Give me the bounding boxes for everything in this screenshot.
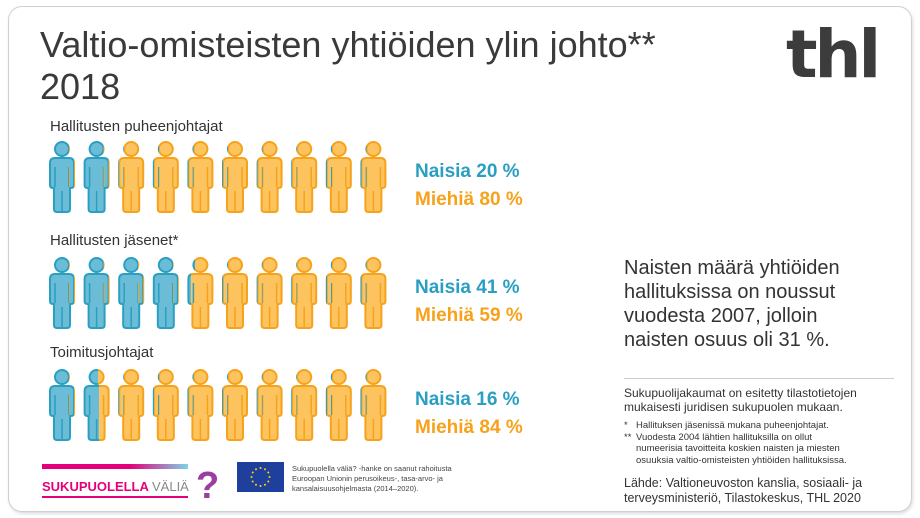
man-figure-icon [256,141,283,213]
question-mark-icon: ? [196,465,219,504]
eu-text-line: Sukupuolella väliä? -hanke on saanut rah… [292,464,452,473]
women-percent: Naisia 20 % [415,161,520,182]
man-figure-icon [222,141,248,213]
key-finding: Naisten määrä yhtiöiden hallituksissa on… [624,256,840,352]
eu-star-icon [250,476,253,478]
men-percent: Miehiä 59 % [415,305,523,326]
eu-star-icon [251,471,254,474]
woman-figure-icon [49,141,75,213]
source-line: Lähde: Valtioneuvoston kanslia, sosiaali… [624,476,863,490]
sukupuolella-valia-logo: SUKUPUOLELLA VÄLIÄ ? [42,464,219,504]
footnote-mark: * [624,420,628,431]
eu-star-icon [255,468,257,471]
note-line: vuodesta 2007, jolloin [624,305,818,327]
footnote-mark: ** [624,431,632,443]
eu-flag-icon [237,462,284,492]
man-figure-icon [291,141,318,213]
note-line: mukaisesti juridisen sukupuolen mukaan. [624,400,843,414]
thl-logo: thl [786,16,881,93]
figure-row [49,141,387,213]
man-figure-icon [256,257,283,329]
man-figure-icon [360,141,387,213]
man-figure-icon [360,369,387,441]
footnote-text: Hallituksen jäsenissä mukana puheenjohta… [636,420,829,431]
mixed-figure-icon [83,369,110,441]
footnote-text: osuuksia valtio-omisteisten yhtiöiden ha… [636,454,847,466]
woman-figure-icon [49,369,75,441]
man-figure-icon [256,369,283,441]
eu-star-icon [255,483,257,486]
man-figure-icon [291,369,318,441]
title-line-2: 2018 [40,66,121,107]
man-figure-icon [118,141,145,213]
man-figure-icon [118,369,145,441]
footnotes: * Hallituksen jäsenissä mukana puheenjoht… [624,420,847,466]
woman-figure-icon [83,257,110,329]
figure-row [49,369,387,441]
divider [624,378,894,379]
men-percent: Miehiä 84 % [415,417,523,438]
women-percent: Naisia 16 % [415,389,520,410]
man-figure-icon [325,141,352,213]
eu-star-icon [264,468,266,471]
page-title: Valtio-omisteisten yhtiöiden ylin johto*… [40,24,770,108]
man-figure-icon [187,369,214,441]
methodology-note: Sukupuolijakaumat on esitetty tilastotie… [624,386,857,414]
note-line: Naisten määrä yhtiöiden [624,257,840,279]
eu-text-line: kansalaisuusohjelmasta (2014–2020). [292,484,419,493]
man-figure-icon [187,141,214,213]
logo-light-text: VÄLIÄ [152,479,189,494]
footnote-text: numeerisia tavoitteita koskien naisten j… [636,443,840,454]
group-label: Toimitusjohtajat [50,344,154,361]
note-line: hallituksissa on noussut [624,281,836,303]
note-line: naisten osuus oli 31 %. [624,329,830,351]
man-figure-icon [325,369,352,441]
source: Lähde: Valtioneuvoston kanslia, sosiaali… [624,476,862,506]
eu-star-icon [267,480,270,483]
man-figure-icon [152,141,179,213]
eu-star-icon [259,467,262,469]
woman-figure-icon [83,141,110,213]
man-figure-icon [291,257,318,329]
eu-star-icon [264,483,266,486]
men-percent: Miehiä 80 % [415,189,523,210]
mixed-figure-icon [187,257,214,329]
man-figure-icon [222,257,248,329]
man-figure-icon [222,369,248,441]
group-label: Hallitusten jäsenet* [50,232,179,249]
man-figure-icon [152,369,179,441]
infographic-card [8,6,912,512]
eu-star-icon [267,471,270,474]
eu-text-line: Euroopan Unionin perusoikeus-, tasa-arvo… [292,474,443,483]
eu-star-icon [259,485,262,487]
title-line-1: Valtio-omisteisten yhtiöiden ylin johto*… [40,24,656,65]
man-figure-icon [360,257,387,329]
note-line: Sukupuolijakaumat on esitetty tilastotie… [624,386,857,400]
footnote-text: Vuodesta 2004 lähtien hallituksilla on o… [636,431,813,443]
source-line: terveysministeriö, Tilastokeskus, THL 20… [624,491,861,505]
eu-star-icon [268,476,271,478]
figure-row [49,257,387,329]
logo-bold-text: SUKUPUOLELLA [42,479,150,494]
woman-figure-icon [49,257,75,329]
group-label: Hallitusten puheenjohtajat [50,118,223,135]
eu-funding-text: Sukupuolella väliä? -hanke on saanut rah… [292,464,452,494]
man-figure-icon [325,257,352,329]
woman-figure-icon [152,257,179,329]
eu-star-icon [251,480,254,483]
woman-figure-icon [118,257,145,329]
women-percent: Naisia 41 % [415,277,520,298]
